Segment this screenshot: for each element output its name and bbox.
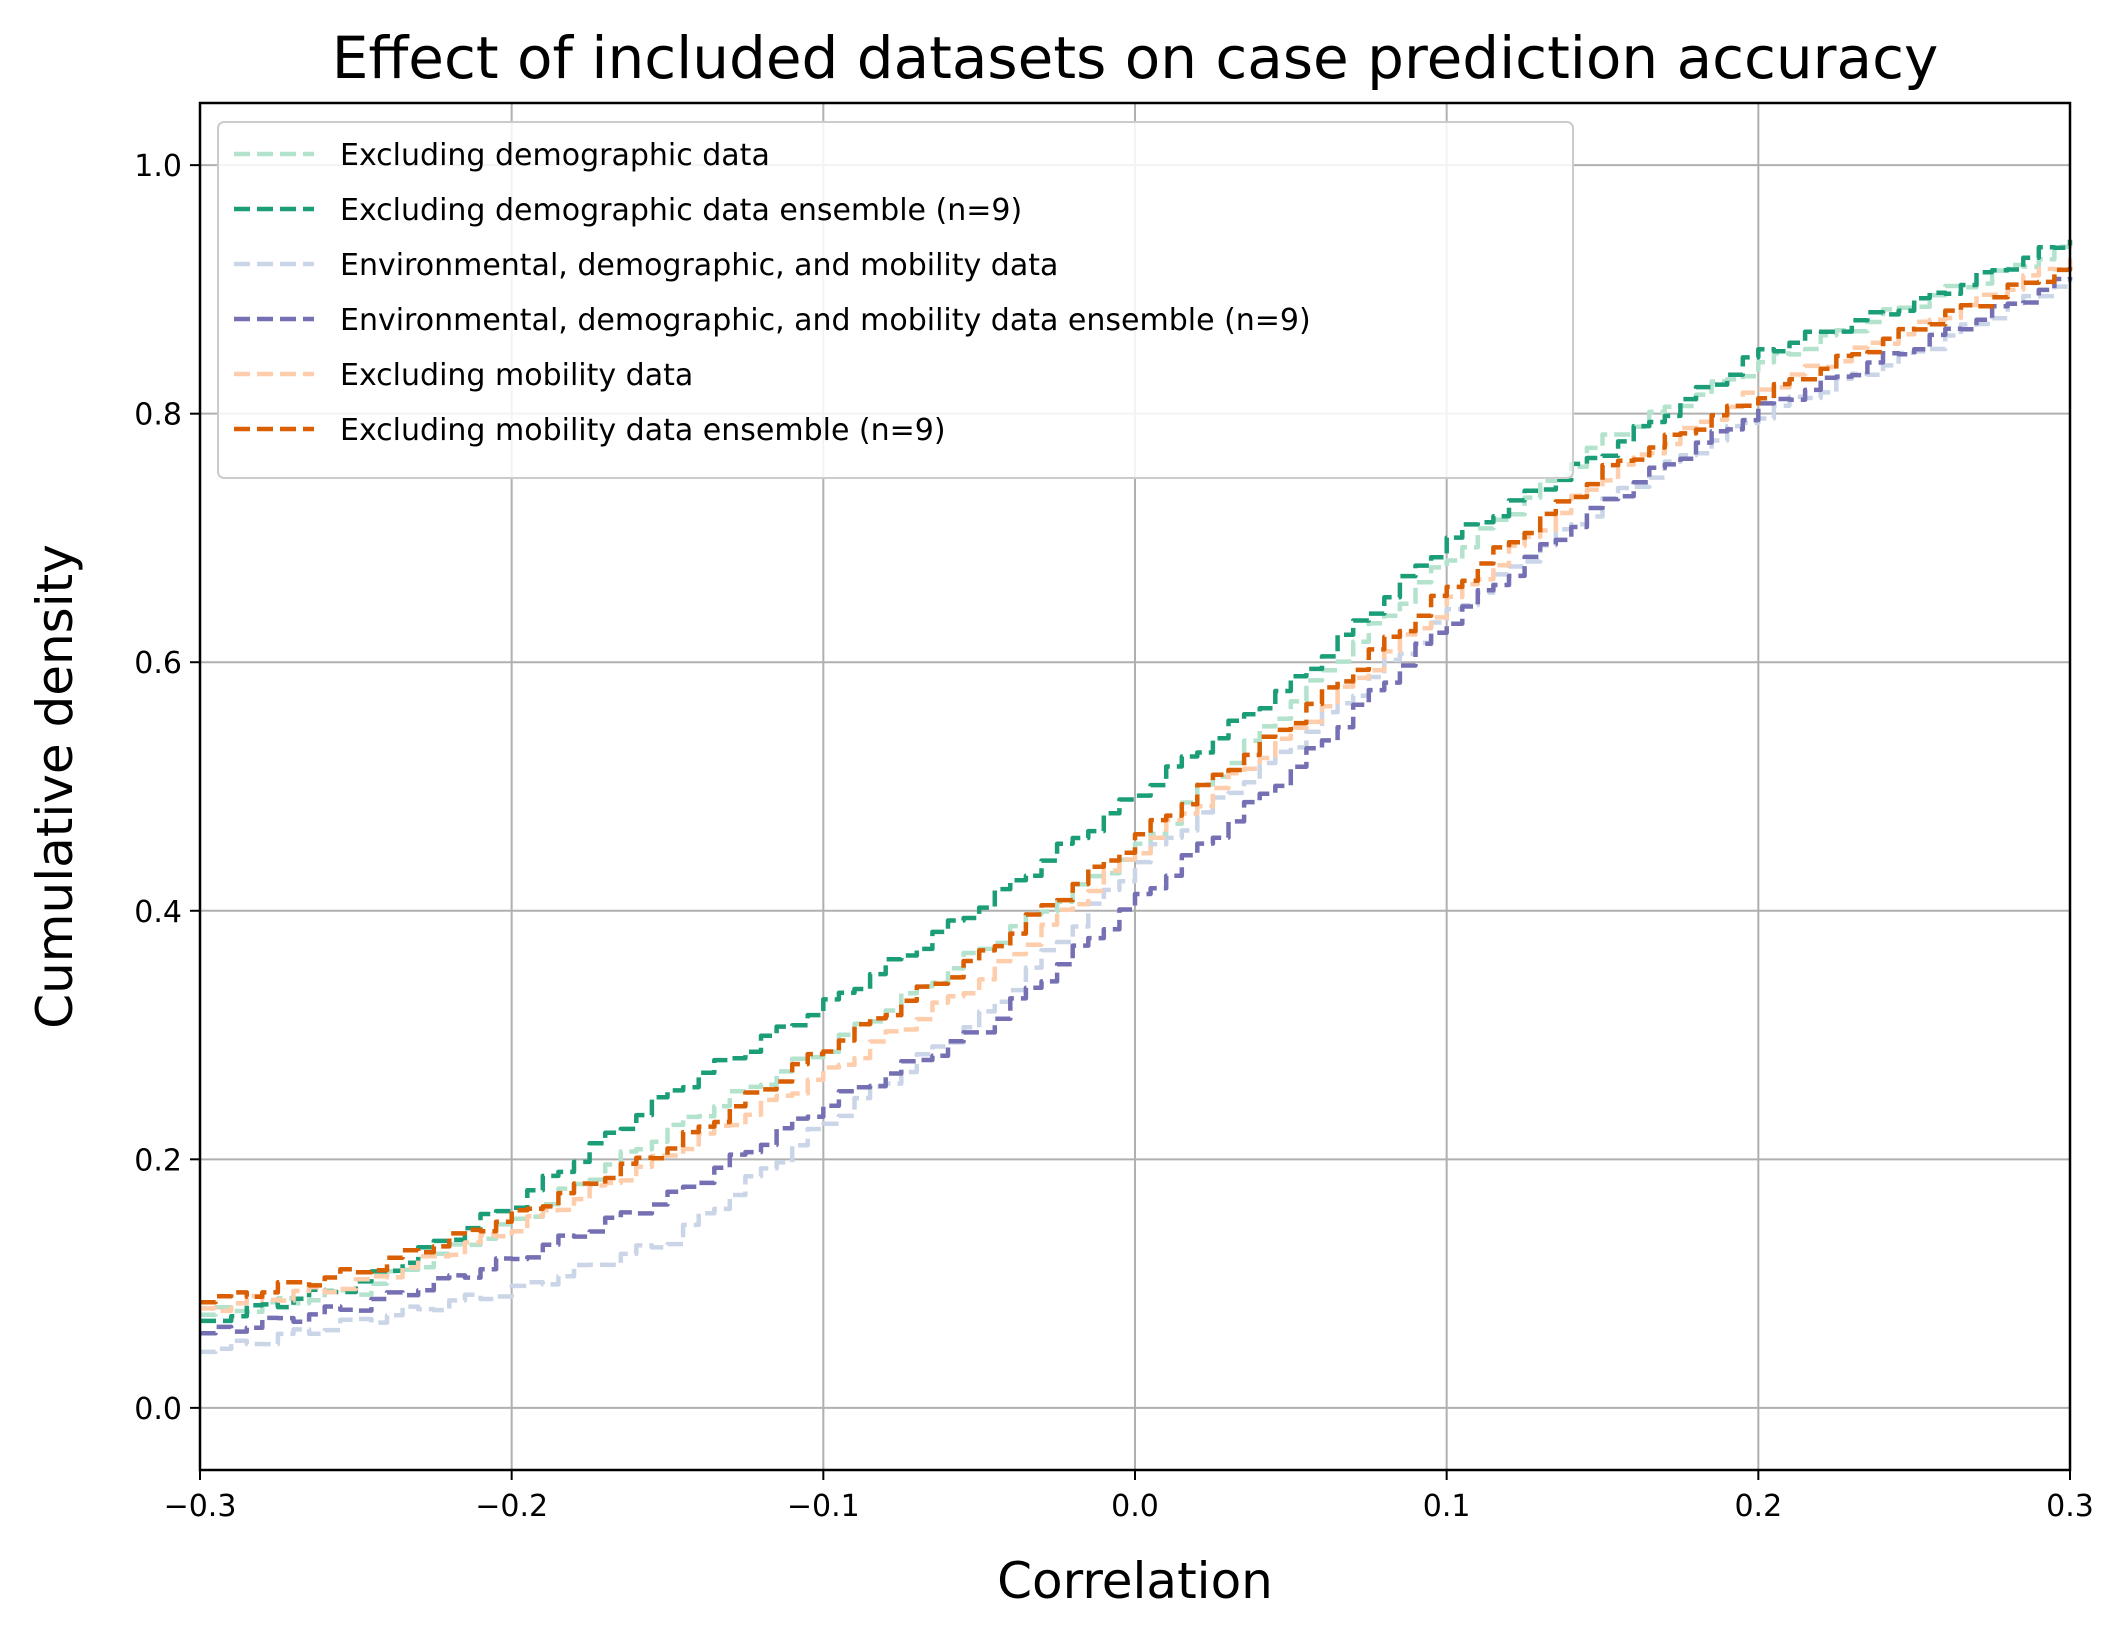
series-line [200, 258, 2073, 1314]
series-lines [200, 239, 2073, 1355]
y-tick-label: 0.8 [134, 398, 182, 433]
x-tick-label: 0.0 [1111, 1489, 1159, 1524]
x-axis-title: Correlation [997, 1552, 1273, 1610]
legend: Excluding demographic data Excluding demo… [217, 121, 1574, 479]
legend-label: Excluding demographic data ensemble (n=9… [340, 193, 1022, 228]
legend-label: Excluding mobility data ensemble (n=9) [340, 413, 946, 448]
axis-ticks: −0.3 −0.2 −0.1 0.0 0.1 0.2 0.3 0.0 0.2 0.4 0.6 0.8 1… [134, 149, 2094, 1524]
chart-title: Effect of included datasets on case pred… [332, 24, 1939, 92]
legend-label: Excluding demographic data [340, 138, 770, 173]
legend-label: Environmental, demographic, and mobility… [340, 248, 1058, 283]
x-tick-label: 0.2 [1734, 1489, 1782, 1524]
x-tick-label: 0.3 [2046, 1489, 2094, 1524]
y-tick-label: 0.0 [134, 1392, 182, 1427]
y-tick-label: 0.2 [134, 1143, 182, 1178]
y-tick-label: 0.4 [134, 895, 182, 930]
series-line [200, 264, 2073, 1305]
y-axis-title: Cumulative density [26, 544, 84, 1029]
legend-label: Excluding mobility data [340, 358, 693, 393]
x-tick-label: −0.3 [164, 1489, 237, 1524]
x-tick-label: −0.1 [787, 1489, 860, 1524]
y-tick-label: 0.6 [134, 646, 182, 681]
x-tick-label: 0.1 [1423, 1489, 1471, 1524]
legend-box [217, 121, 1574, 479]
y-tick-label: 1.0 [134, 149, 182, 184]
series-line [200, 276, 2073, 1336]
x-tick-label: −0.2 [475, 1489, 548, 1524]
legend-label: Environmental, demographic, and mobility… [340, 303, 1311, 338]
series-line [200, 239, 2073, 1324]
